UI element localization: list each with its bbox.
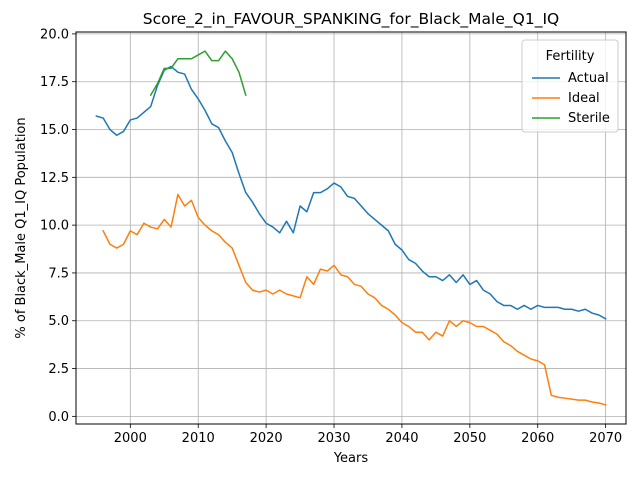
y-tick-label: 0.0 <box>48 410 69 425</box>
x-tick-label: 2060 <box>521 431 554 446</box>
legend: Fertility Actual Ideal Sterile <box>521 39 619 133</box>
y-tick-label: 7.5 <box>48 266 69 281</box>
x-axis-ticks: 2000 2010 2020 2030 2040 2050 2060 2070 <box>114 424 622 446</box>
x-tick-label: 2040 <box>385 431 418 446</box>
y-tick-label: 12.5 <box>40 171 69 186</box>
legend-label-sterile: Sterile <box>568 111 610 126</box>
x-tick-label: 2020 <box>250 431 283 446</box>
y-axis-label: % of Black_Male Q1_IQ Population <box>14 117 29 338</box>
x-axis-label: Years <box>333 451 369 466</box>
y-tick-label: 17.5 <box>40 75 69 90</box>
plot-frame <box>75 31 627 425</box>
y-tick-label: 20.0 <box>40 27 69 42</box>
y-tick-label: 10.0 <box>40 219 69 234</box>
x-tick-label: 2000 <box>114 431 147 446</box>
y-tick-label: 15.0 <box>40 123 69 138</box>
y-tick-label: 2.5 <box>48 362 69 377</box>
x-tick-label: 2050 <box>453 431 486 446</box>
legend-label-ideal: Ideal <box>568 91 600 106</box>
series-line-ideal <box>102 193 607 406</box>
legend-box <box>521 39 619 133</box>
y-tick-label: 5.0 <box>48 314 69 329</box>
y-axis-ticks: 0.0 2.5 5.0 7.5 10.0 12.5 15.0 17.5 20.0 <box>40 27 76 425</box>
series-line-actual <box>95 65 607 320</box>
chart-title: Score_2_in_FAVOUR_SPANKING_for_Black_Mal… <box>143 10 559 29</box>
legend-label-actual: Actual <box>568 71 609 86</box>
series-layer <box>95 50 607 406</box>
x-tick-label: 2070 <box>589 431 622 446</box>
x-tick-label: 2030 <box>317 431 350 446</box>
x-tick-label: 2010 <box>182 431 215 446</box>
series-line-sterile <box>149 50 247 97</box>
legend-title: Fertility <box>546 49 595 64</box>
